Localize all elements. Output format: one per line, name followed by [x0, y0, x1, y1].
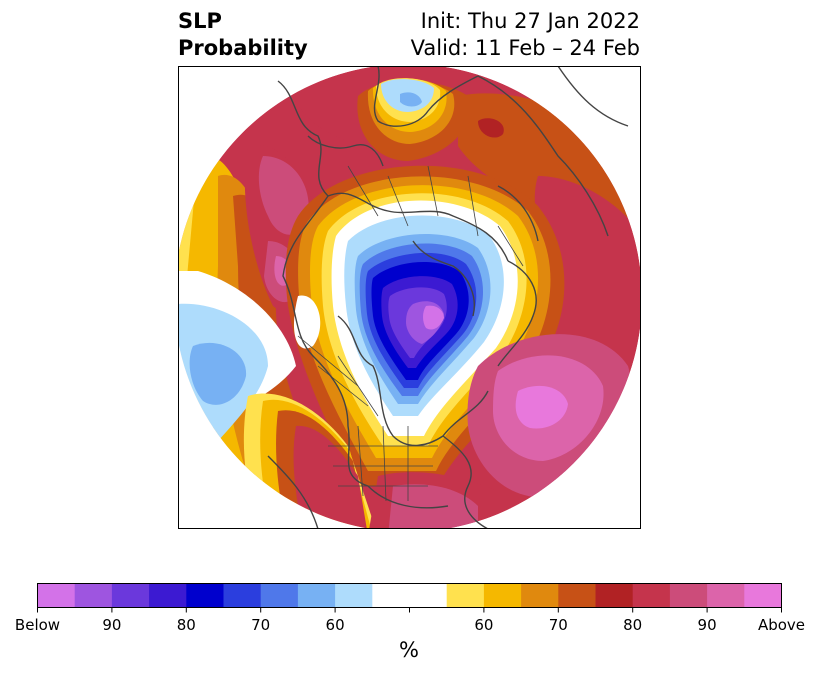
colorbar-tick-label: 60 — [325, 616, 345, 634]
borders — [297, 165, 524, 502]
colorbar-cell — [632, 583, 671, 608]
colorbar-cell — [707, 583, 745, 608]
date-block: Init: Thu 27 Jan 2022 Valid: 11 Feb – 24… — [330, 8, 640, 62]
colorbar-cell — [297, 583, 336, 608]
colorbar-tick-label: 80 — [176, 616, 196, 634]
init-date: Init: Thu 27 Jan 2022 — [420, 9, 640, 33]
colorbar-cell — [669, 583, 708, 608]
colorbar-cell — [744, 583, 782, 608]
colorbar-cell — [260, 583, 299, 608]
colorbar-cell — [521, 583, 559, 608]
colorbar-tick-label: 80 — [623, 616, 643, 634]
colorbar-cell — [223, 583, 262, 608]
colorbar-cell — [595, 583, 634, 608]
colorbar-cell — [111, 583, 150, 608]
valid-range: Valid: 11 Feb – 24 Feb — [410, 36, 640, 60]
field-layer — [178, 66, 641, 529]
colorbar — [37, 583, 782, 613]
colorbar-cell — [335, 583, 373, 608]
colorbar-tick-label: 90 — [697, 616, 717, 634]
probability-map — [178, 66, 641, 529]
title-block: SLP Probability — [178, 8, 308, 62]
colorbar-cell — [372, 583, 410, 608]
colorbar-cell — [149, 583, 187, 608]
colorbar-cell — [37, 583, 76, 608]
colorbar-cell — [483, 583, 522, 608]
colorbar-tick-label: Below — [14, 616, 61, 634]
colorbar-cell — [446, 583, 485, 608]
colorbar-ticks — [37, 607, 782, 613]
colorbar-tick-label: 70 — [251, 616, 271, 634]
map-frame — [178, 66, 641, 529]
colorbar-tick-label: 70 — [548, 616, 568, 634]
colorbar-cells — [37, 583, 782, 608]
colorbar-tick-label: Above — [757, 616, 806, 634]
colorbar-tick-label: 90 — [102, 616, 122, 634]
colorbar-unit: % — [399, 638, 419, 662]
title-product: Probability — [178, 36, 308, 60]
title-variable: SLP — [178, 9, 222, 33]
colorbar-cell — [186, 583, 224, 608]
colorbar-cell — [558, 583, 596, 608]
outside-disk-mask — [178, 66, 641, 529]
colorbar-tick-label: 60 — [474, 616, 494, 634]
colorbar-cell — [409, 583, 448, 608]
coastlines — [267, 66, 629, 529]
colorbar-cell — [74, 583, 113, 608]
